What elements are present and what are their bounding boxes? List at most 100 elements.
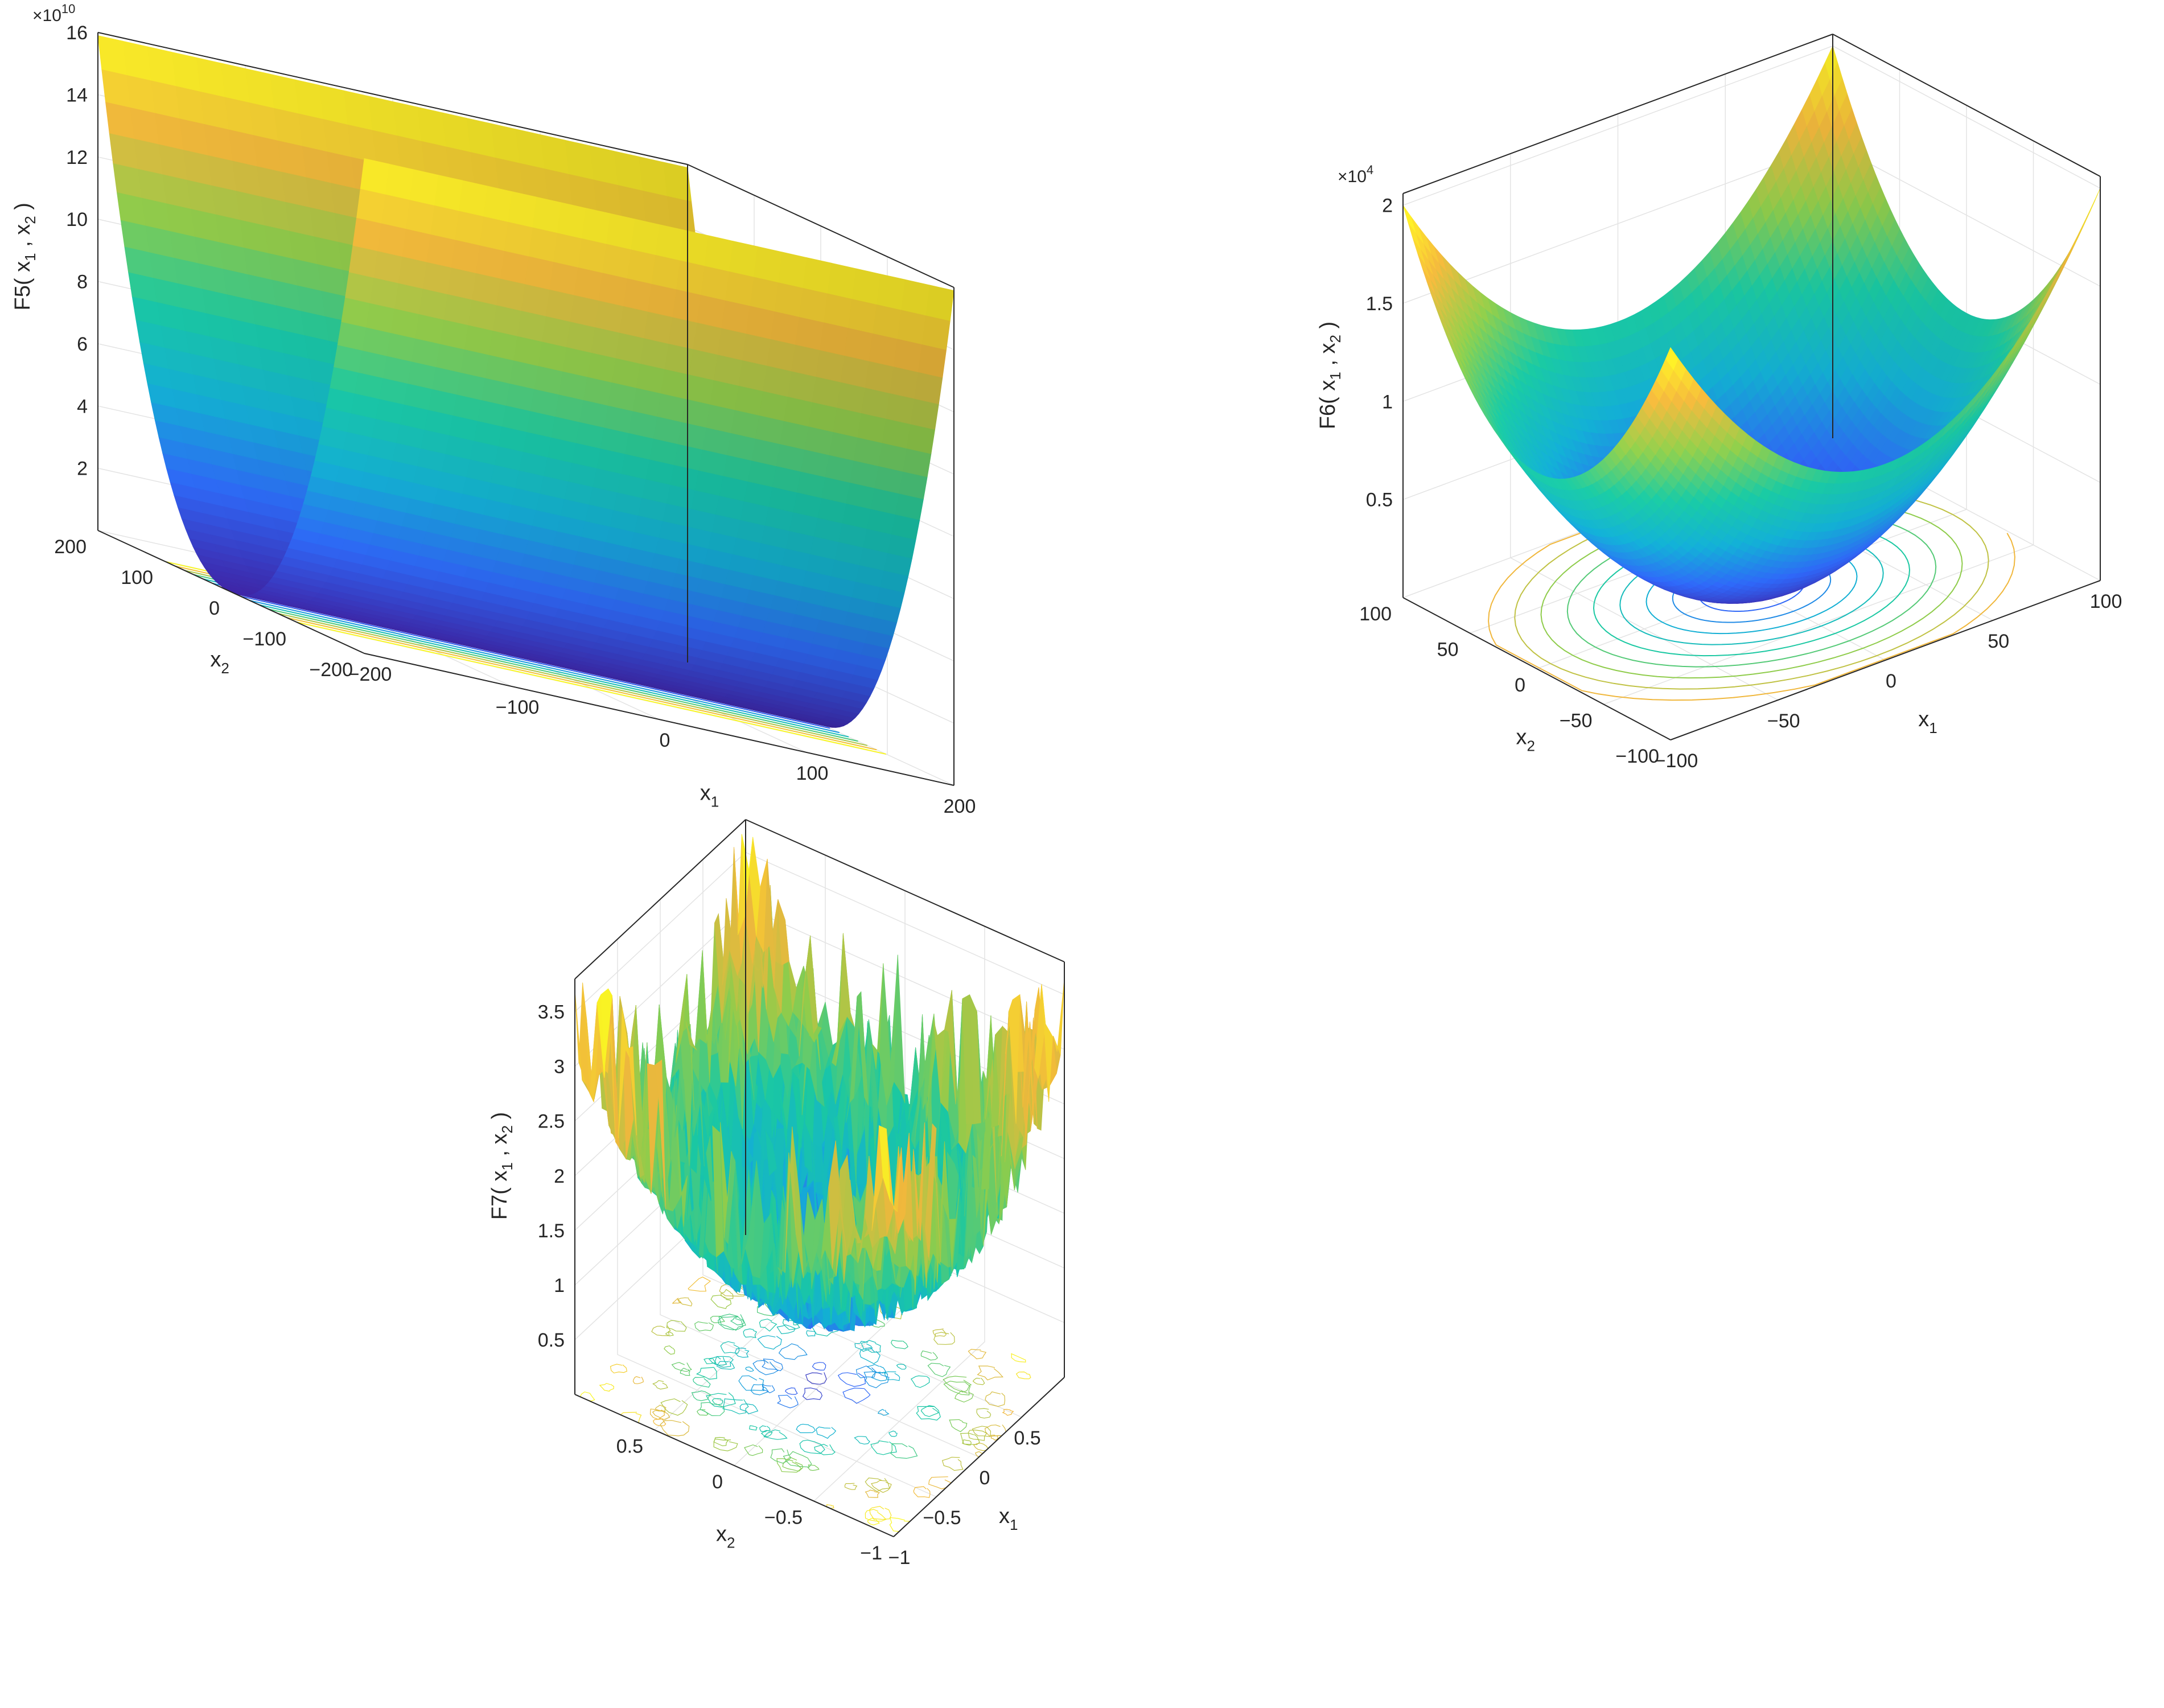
x-tick-label: 200 (944, 796, 976, 817)
surface-patch (196, 57, 225, 97)
contour-line (287, 617, 877, 751)
surface-patch (627, 249, 656, 284)
surface-patch (647, 283, 677, 318)
contour-blob (749, 1425, 758, 1431)
surface-patch (507, 191, 537, 228)
surface-patch (524, 256, 554, 290)
surface-patch (540, 134, 569, 174)
surface-patch (799, 287, 828, 323)
z-tick-label: 1 (1382, 391, 1393, 413)
contour-blob (1011, 1353, 1026, 1363)
gridline-z-6 (574, 851, 1065, 1013)
surface-patch (381, 194, 410, 229)
z-tick-label: 10 (66, 209, 88, 231)
surface-patch (545, 289, 574, 322)
surface-patch (126, 74, 155, 113)
surface-patch (619, 306, 648, 339)
surface-patch (352, 217, 382, 252)
surface-patch (729, 241, 758, 277)
surface-patch (589, 145, 618, 186)
surface-patch (373, 250, 402, 283)
f6-y-axis-label: x2 (1516, 726, 1535, 755)
y-tick-label: 100 (1359, 603, 1392, 625)
surface-patch (122, 40, 151, 81)
contour-blob (870, 1440, 897, 1455)
contour-blob (778, 1343, 808, 1360)
surface-patch (696, 294, 726, 328)
f5-z-axis-label: F5( x1 , x2 ) (11, 203, 39, 310)
surface-patch (676, 260, 705, 295)
surface-patch (717, 327, 747, 361)
surface-patch (918, 344, 947, 378)
contour-blob (752, 1360, 779, 1376)
contour-blob (910, 1375, 930, 1388)
surface-patch (643, 311, 673, 344)
surface-patch (496, 278, 525, 311)
f5-x-axis-label: x1 (700, 781, 719, 810)
surface-patch (921, 315, 951, 350)
surface-patch (483, 186, 512, 222)
surface-patch (249, 102, 278, 141)
z-tick-label: 4 (77, 396, 88, 417)
f5-y-axis-label: x2 (210, 648, 229, 677)
surface-patch (458, 180, 488, 217)
surface-patch (766, 339, 796, 372)
surface-patch (872, 304, 902, 339)
surface-patch (564, 139, 594, 180)
surface-patch (348, 245, 378, 278)
surface-patch (581, 208, 611, 244)
surface-patch (504, 221, 533, 257)
surface-patch (434, 175, 463, 211)
surface-patch (749, 276, 779, 312)
surface-patch (447, 267, 476, 300)
surface-patch (851, 268, 881, 304)
surface-patch (273, 107, 303, 146)
surface-patch (791, 344, 820, 377)
y-tick-label: −200 (309, 659, 353, 681)
surface-patch (405, 199, 435, 234)
surface-patch (893, 338, 922, 372)
axis-edge-0 (1670, 580, 2101, 740)
z-tick-label: 1.5 (1366, 293, 1393, 315)
surface-patch (392, 101, 422, 141)
surface-patch (245, 68, 274, 108)
x-tick-label: −100 (1655, 750, 1698, 772)
surface-patch (693, 322, 722, 355)
surface-patch (269, 73, 299, 114)
contour-line (277, 612, 868, 746)
y-tick-label: 0 (209, 598, 220, 619)
surface-patch (409, 169, 438, 205)
surface-patch (680, 229, 709, 266)
surface-patch (876, 274, 906, 310)
surface-patch (827, 262, 856, 299)
surface-patch (454, 210, 484, 246)
surface-patch (417, 106, 446, 147)
surface-patch (101, 69, 130, 108)
f6-exponent-label: ×104 (1338, 163, 1373, 186)
surface-patch (294, 79, 323, 120)
x-tick-label: −200 (348, 664, 392, 685)
surface-patch (430, 205, 459, 240)
x-tick-label: 100 (796, 763, 829, 784)
surface-patch (1402, 205, 1416, 233)
y-tick-label: 0 (1515, 674, 1525, 696)
surface-patch (298, 113, 327, 152)
surface-patch (475, 245, 505, 279)
y-tick-label: −50 (1560, 710, 1593, 732)
surface-patch (598, 272, 627, 306)
surface-patch (553, 232, 582, 267)
surface-patch (343, 90, 372, 130)
z-tick-label: 0.5 (1366, 489, 1393, 511)
surface-patch (594, 300, 624, 333)
surface-patch (668, 316, 697, 349)
surface-patch (623, 278, 652, 312)
z-tick-label: 6 (77, 334, 88, 355)
surface-patch (868, 332, 898, 367)
z-tick-label: 2 (1382, 195, 1393, 217)
surface-patch (549, 261, 578, 295)
surface-patch (377, 223, 406, 257)
surface-patch (528, 227, 558, 262)
surface-patch (700, 265, 730, 301)
